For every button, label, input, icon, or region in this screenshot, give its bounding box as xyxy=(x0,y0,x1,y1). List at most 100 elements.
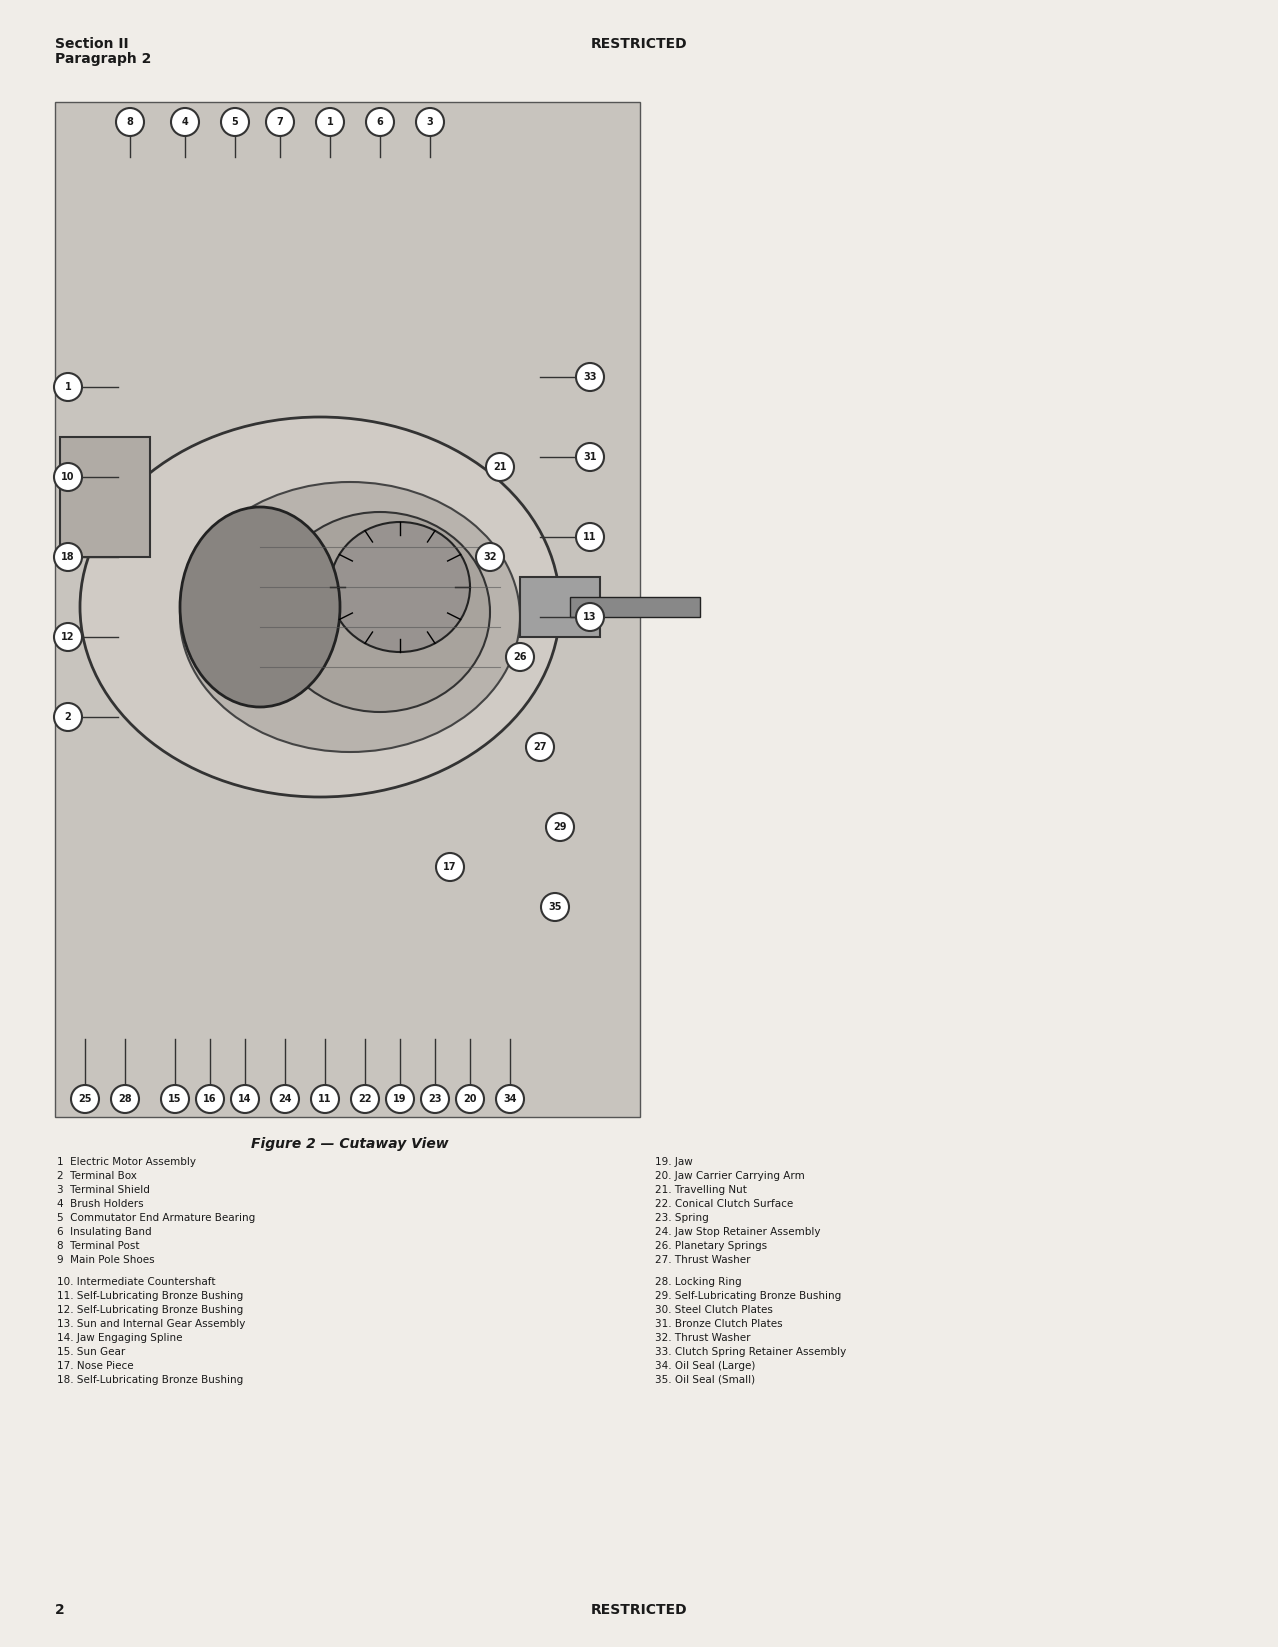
Text: 31. Bronze Clutch Plates: 31. Bronze Clutch Plates xyxy=(656,1319,782,1329)
Text: 23. Spring: 23. Spring xyxy=(656,1212,709,1224)
Text: 15. Sun Gear: 15. Sun Gear xyxy=(58,1347,125,1357)
Text: Paragraph 2: Paragraph 2 xyxy=(55,53,151,66)
Bar xyxy=(520,576,599,637)
Text: RESTRICTED: RESTRICTED xyxy=(590,1603,688,1617)
Bar xyxy=(570,596,700,618)
Text: 22: 22 xyxy=(358,1094,372,1103)
Text: 33. Clutch Spring Retainer Assembly: 33. Clutch Spring Retainer Assembly xyxy=(656,1347,846,1357)
Ellipse shape xyxy=(180,507,340,707)
Text: 19: 19 xyxy=(394,1094,406,1103)
Text: 7: 7 xyxy=(276,117,284,127)
Circle shape xyxy=(54,544,82,572)
Text: 27: 27 xyxy=(533,743,547,753)
Text: 34: 34 xyxy=(504,1094,516,1103)
Text: 24: 24 xyxy=(279,1094,291,1103)
Circle shape xyxy=(576,362,604,390)
Text: 12: 12 xyxy=(61,632,74,642)
Circle shape xyxy=(221,109,249,137)
Circle shape xyxy=(271,1085,299,1113)
Text: 30. Steel Clutch Plates: 30. Steel Clutch Plates xyxy=(656,1304,773,1314)
Ellipse shape xyxy=(180,483,520,753)
Text: 18: 18 xyxy=(61,552,75,562)
Text: 21. Travelling Nut: 21. Travelling Nut xyxy=(656,1184,746,1196)
Circle shape xyxy=(436,853,464,881)
Text: 11. Self-Lubricating Bronze Bushing: 11. Self-Lubricating Bronze Bushing xyxy=(58,1291,243,1301)
Text: 18. Self-Lubricating Bronze Bushing: 18. Self-Lubricating Bronze Bushing xyxy=(58,1375,243,1385)
Ellipse shape xyxy=(270,512,489,712)
Text: 1  Electric Motor Assembly: 1 Electric Motor Assembly xyxy=(58,1156,196,1168)
Circle shape xyxy=(171,109,199,137)
Text: 6  Insulating Band: 6 Insulating Band xyxy=(58,1227,152,1237)
Ellipse shape xyxy=(330,522,470,652)
Ellipse shape xyxy=(81,417,560,797)
Circle shape xyxy=(366,109,394,137)
Text: 4  Brush Holders: 4 Brush Holders xyxy=(58,1199,143,1209)
Text: 5: 5 xyxy=(231,117,239,127)
Text: 13. Sun and Internal Gear Assembly: 13. Sun and Internal Gear Assembly xyxy=(58,1319,245,1329)
Circle shape xyxy=(420,1085,449,1113)
Circle shape xyxy=(546,814,574,842)
Text: 1: 1 xyxy=(327,117,334,127)
Text: 1: 1 xyxy=(65,382,72,392)
Text: 19. Jaw: 19. Jaw xyxy=(656,1156,693,1168)
Text: 16: 16 xyxy=(203,1094,217,1103)
Circle shape xyxy=(417,109,443,137)
Text: 3: 3 xyxy=(427,117,433,127)
Circle shape xyxy=(54,372,82,400)
Text: 17. Nose Piece: 17. Nose Piece xyxy=(58,1360,134,1370)
Text: 21: 21 xyxy=(493,463,507,473)
Text: 11: 11 xyxy=(318,1094,332,1103)
Text: 33: 33 xyxy=(583,372,597,382)
Text: 20: 20 xyxy=(463,1094,477,1103)
Text: 32: 32 xyxy=(483,552,497,562)
Text: 15: 15 xyxy=(169,1094,181,1103)
Text: 2  Terminal Box: 2 Terminal Box xyxy=(58,1171,137,1181)
Text: 10. Intermediate Countershaft: 10. Intermediate Countershaft xyxy=(58,1276,216,1286)
Circle shape xyxy=(316,109,344,137)
Circle shape xyxy=(475,544,504,572)
Circle shape xyxy=(111,1085,139,1113)
Circle shape xyxy=(161,1085,189,1113)
Circle shape xyxy=(311,1085,339,1113)
Text: 13: 13 xyxy=(583,613,597,623)
Text: 12. Self-Lubricating Bronze Bushing: 12. Self-Lubricating Bronze Bushing xyxy=(58,1304,243,1314)
Circle shape xyxy=(196,1085,224,1113)
Text: 4: 4 xyxy=(181,117,188,127)
Text: 35: 35 xyxy=(548,903,562,912)
Text: 31: 31 xyxy=(583,451,597,463)
Bar xyxy=(60,436,150,557)
Text: 9  Main Pole Shoes: 9 Main Pole Shoes xyxy=(58,1255,155,1265)
Text: 6: 6 xyxy=(377,117,383,127)
Text: 23: 23 xyxy=(428,1094,442,1103)
Text: 20. Jaw Carrier Carrying Arm: 20. Jaw Carrier Carrying Arm xyxy=(656,1171,805,1181)
Text: 32. Thrust Washer: 32. Thrust Washer xyxy=(656,1332,750,1342)
Text: 8: 8 xyxy=(127,117,133,127)
Text: 2: 2 xyxy=(55,1603,65,1617)
Text: 28: 28 xyxy=(118,1094,132,1103)
Circle shape xyxy=(351,1085,380,1113)
Text: Section II: Section II xyxy=(55,36,129,51)
Circle shape xyxy=(576,524,604,552)
Text: 17: 17 xyxy=(443,861,456,871)
Circle shape xyxy=(486,453,514,481)
Text: 5  Commutator End Armature Bearing: 5 Commutator End Armature Bearing xyxy=(58,1212,256,1224)
Text: 29. Self-Lubricating Bronze Bushing: 29. Self-Lubricating Bronze Bushing xyxy=(656,1291,841,1301)
Circle shape xyxy=(54,623,82,651)
Text: 28. Locking Ring: 28. Locking Ring xyxy=(656,1276,741,1286)
Circle shape xyxy=(231,1085,259,1113)
Circle shape xyxy=(527,733,553,761)
Text: 26: 26 xyxy=(514,652,527,662)
Circle shape xyxy=(576,603,604,631)
Circle shape xyxy=(54,463,82,491)
Circle shape xyxy=(576,443,604,471)
Circle shape xyxy=(541,893,569,921)
Circle shape xyxy=(386,1085,414,1113)
Text: 25: 25 xyxy=(78,1094,92,1103)
Circle shape xyxy=(266,109,294,137)
Text: 14: 14 xyxy=(238,1094,252,1103)
Text: Figure 2 — Cutaway View: Figure 2 — Cutaway View xyxy=(252,1136,449,1151)
Text: 34. Oil Seal (Large): 34. Oil Seal (Large) xyxy=(656,1360,755,1370)
Circle shape xyxy=(54,703,82,731)
Text: 8  Terminal Post: 8 Terminal Post xyxy=(58,1240,139,1252)
Text: RESTRICTED: RESTRICTED xyxy=(590,36,688,51)
